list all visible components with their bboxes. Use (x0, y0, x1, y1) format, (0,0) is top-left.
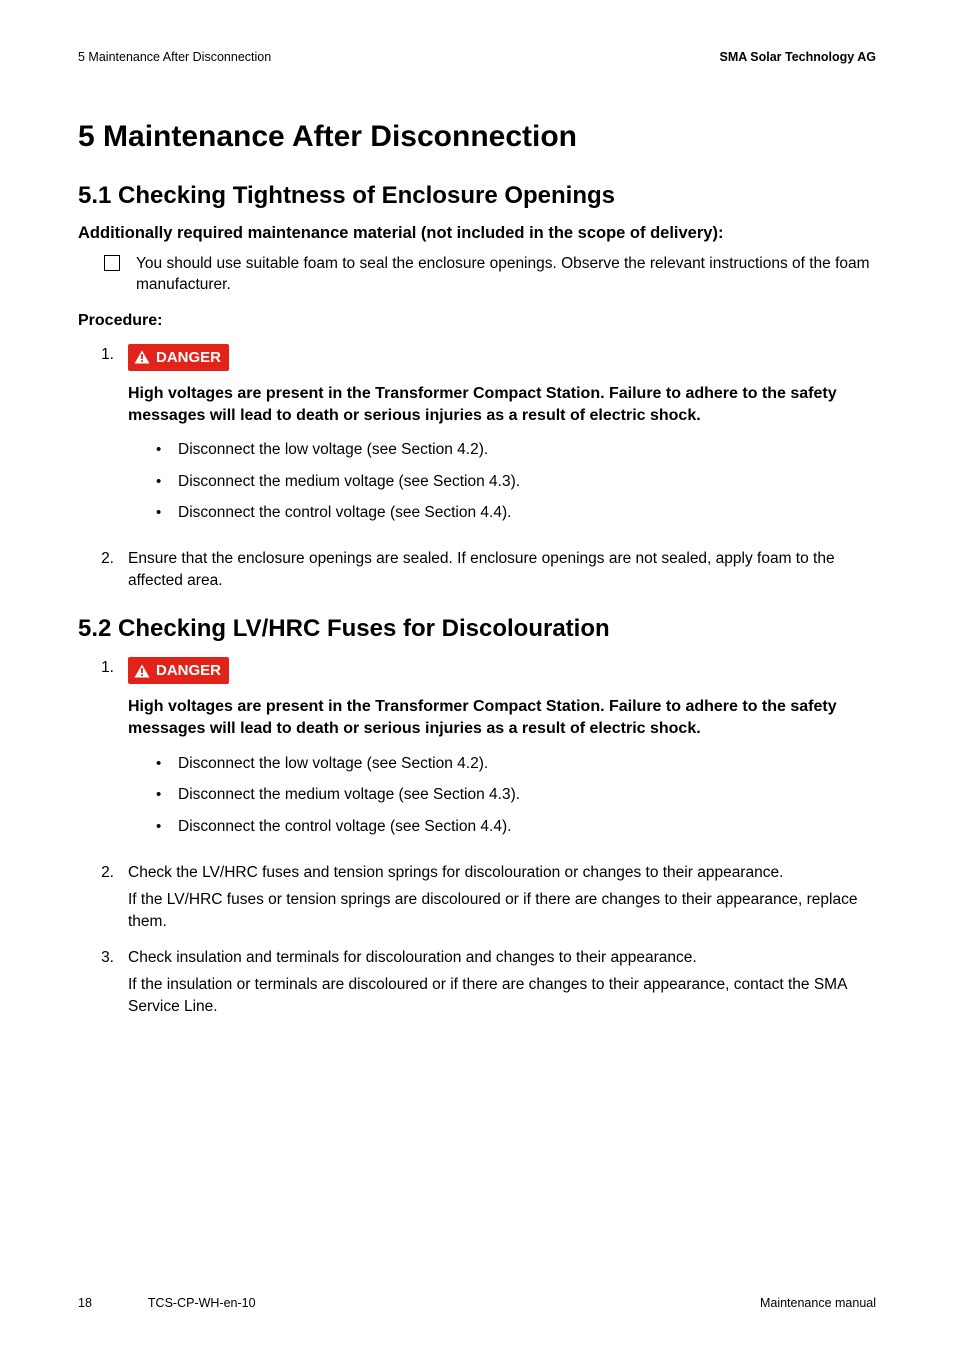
step-para: If the insulation or terminals are disco… (128, 974, 876, 1017)
running-header: 5 Maintenance After Disconnection SMA So… (78, 50, 876, 64)
step-number: 2. (78, 862, 128, 882)
procedure-5-1: 1. DANGER High voltages are present in t… (78, 344, 876, 592)
footer-left: 18 TCS-CP-WH-en-10 (78, 1296, 256, 1310)
bullet-item: Disconnect the medium voltage (see Secti… (156, 784, 876, 806)
step-number: 2. (78, 548, 128, 568)
step-body: Ensure that the enclosure openings are s… (128, 548, 876, 591)
checkbox-icon (104, 255, 120, 271)
step-body: Check insulation and terminals for disco… (128, 947, 876, 1018)
running-header-right: SMA Solar Technology AG (720, 50, 877, 64)
danger-badge: DANGER (128, 344, 229, 371)
step-number: 3. (78, 947, 128, 967)
material-item-text: You should use suitable foam to seal the… (136, 253, 876, 296)
step-body: DANGER High voltages are present in the … (128, 344, 876, 534)
section-5-2-heading: 5.2 Checking LV/HRC Fuses for Discoloura… (78, 615, 876, 643)
bullet-item: Disconnect the low voltage (see Section … (156, 753, 876, 775)
proc-step: 1. DANGER High voltages are present in t… (78, 344, 876, 534)
material-heading: Additionally required maintenance materi… (78, 224, 876, 243)
bullet-item: Disconnect the medium voltage (see Secti… (156, 471, 876, 493)
step-text: Check insulation and terminals for disco… (128, 949, 697, 966)
step-text: Check the LV/HRC fuses and tension sprin… (128, 864, 783, 881)
bullet-item: Disconnect the low voltage (see Section … (156, 439, 876, 461)
danger-label: DANGER (156, 347, 221, 368)
danger-label: DANGER (156, 660, 221, 681)
proc-step: 3. Check insulation and terminals for di… (78, 947, 876, 1018)
danger-heading: High voltages are present in the Transfo… (128, 383, 876, 427)
running-header-left: 5 Maintenance After Disconnection (78, 50, 271, 64)
step-body: DANGER High voltages are present in the … (128, 657, 876, 847)
chapter-heading: 5 Maintenance After Disconnection (78, 120, 876, 154)
warning-icon (134, 664, 150, 678)
proc-step: 1. DANGER High voltages are present in t… (78, 657, 876, 847)
proc-step: 2. Check the LV/HRC fuses and tension sp… (78, 862, 876, 933)
page: 5 Maintenance After Disconnection SMA So… (0, 0, 954, 1352)
doc-id: TCS-CP-WH-en-10 (148, 1296, 256, 1310)
procedure-label: Procedure: (78, 312, 876, 330)
procedure-5-2: 1. DANGER High voltages are present in t… (78, 657, 876, 1017)
bullet-item: Disconnect the control voltage (see Sect… (156, 816, 876, 838)
step-para: If the LV/HRC fuses or tension springs a… (128, 889, 876, 932)
step-body: Check the LV/HRC fuses and tension sprin… (128, 862, 876, 933)
proc-step: 2. Ensure that the enclosure openings ar… (78, 548, 876, 591)
step-number: 1. (78, 657, 128, 677)
section-5-1-heading: 5.1 Checking Tightness of Enclosure Open… (78, 182, 876, 210)
material-item: You should use suitable foam to seal the… (104, 253, 876, 296)
step-number: 1. (78, 344, 128, 364)
warning-icon (134, 350, 150, 364)
bullet-item: Disconnect the control voltage (see Sect… (156, 502, 876, 524)
doc-type: Maintenance manual (760, 1296, 876, 1310)
danger-heading: High voltages are present in the Transfo… (128, 696, 876, 740)
danger-badge: DANGER (128, 657, 229, 684)
danger-bullets: Disconnect the low voltage (see Section … (128, 439, 876, 524)
page-number: 18 (78, 1296, 92, 1310)
danger-bullets: Disconnect the low voltage (see Section … (128, 753, 876, 838)
page-footer: 18 TCS-CP-WH-en-10 Maintenance manual (78, 1296, 876, 1310)
